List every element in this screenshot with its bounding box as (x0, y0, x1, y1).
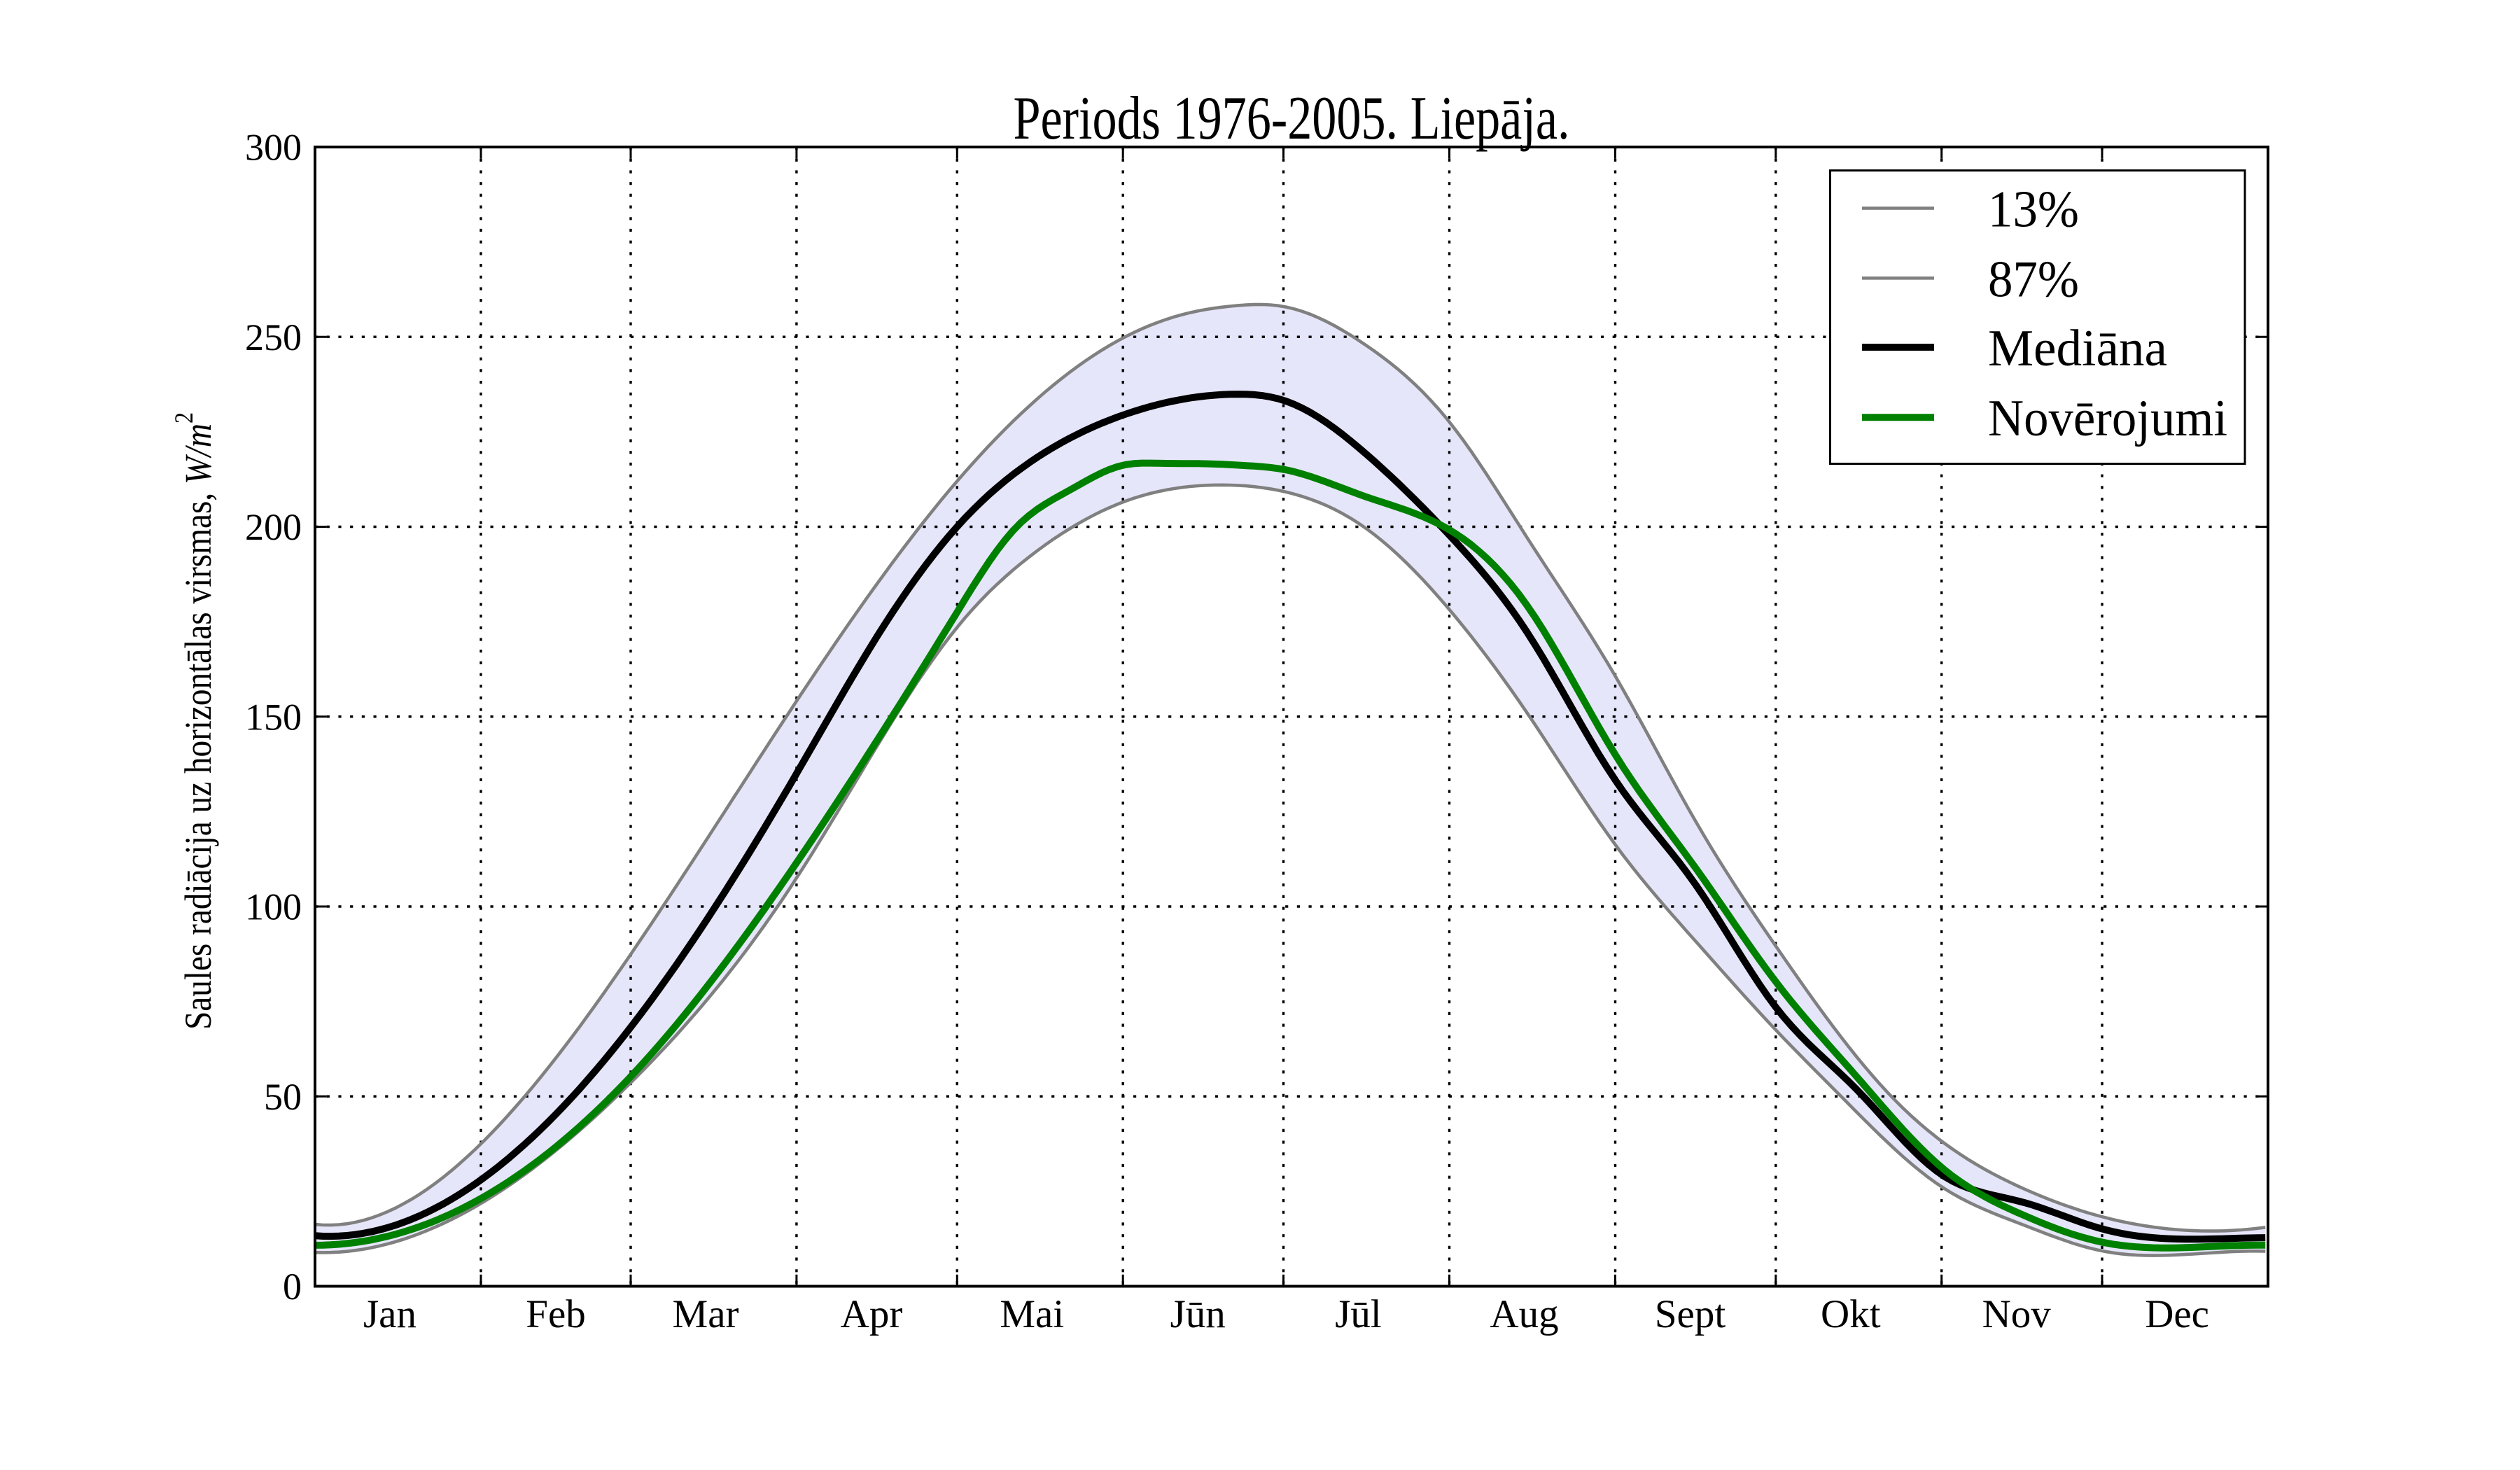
svg-text:0: 0 (283, 1266, 302, 1308)
svg-text:Nov: Nov (1982, 1292, 2052, 1336)
svg-text:13%: 13% (1988, 181, 2079, 238)
svg-text:Mediāna: Mediāna (1988, 320, 2167, 377)
svg-text:50: 50 (264, 1076, 302, 1118)
svg-text:200: 200 (245, 506, 302, 548)
svg-text:Mai: Mai (1000, 1292, 1064, 1336)
svg-text:Jūl: Jūl (1335, 1292, 1382, 1336)
svg-text:Apr: Apr (841, 1292, 903, 1336)
svg-text:300: 300 (245, 127, 302, 169)
svg-text:Sept: Sept (1655, 1292, 1726, 1336)
svg-text:Saules radiācija uz horizontāl: Saules radiācija uz horizontālas virsmas… (170, 412, 219, 1030)
svg-text:250: 250 (245, 316, 302, 358)
svg-text:Jūn: Jūn (1170, 1292, 1226, 1336)
svg-text:100: 100 (245, 886, 302, 928)
svg-text:Novērojumi: Novērojumi (1988, 390, 2227, 447)
svg-text:Jan: Jan (363, 1292, 416, 1336)
svg-text:Feb: Feb (526, 1292, 586, 1336)
svg-text:Mar: Mar (673, 1292, 739, 1336)
svg-text:Periods 1976-2005. Liepāja.: Periods 1976-2005. Liepāja. (1014, 85, 1570, 153)
svg-text:150: 150 (245, 696, 302, 738)
svg-text:Okt: Okt (1821, 1292, 1881, 1336)
svg-text:Aug: Aug (1490, 1292, 1558, 1336)
svg-text:87%: 87% (1988, 251, 2079, 308)
svg-text:Dec: Dec (2145, 1292, 2209, 1336)
